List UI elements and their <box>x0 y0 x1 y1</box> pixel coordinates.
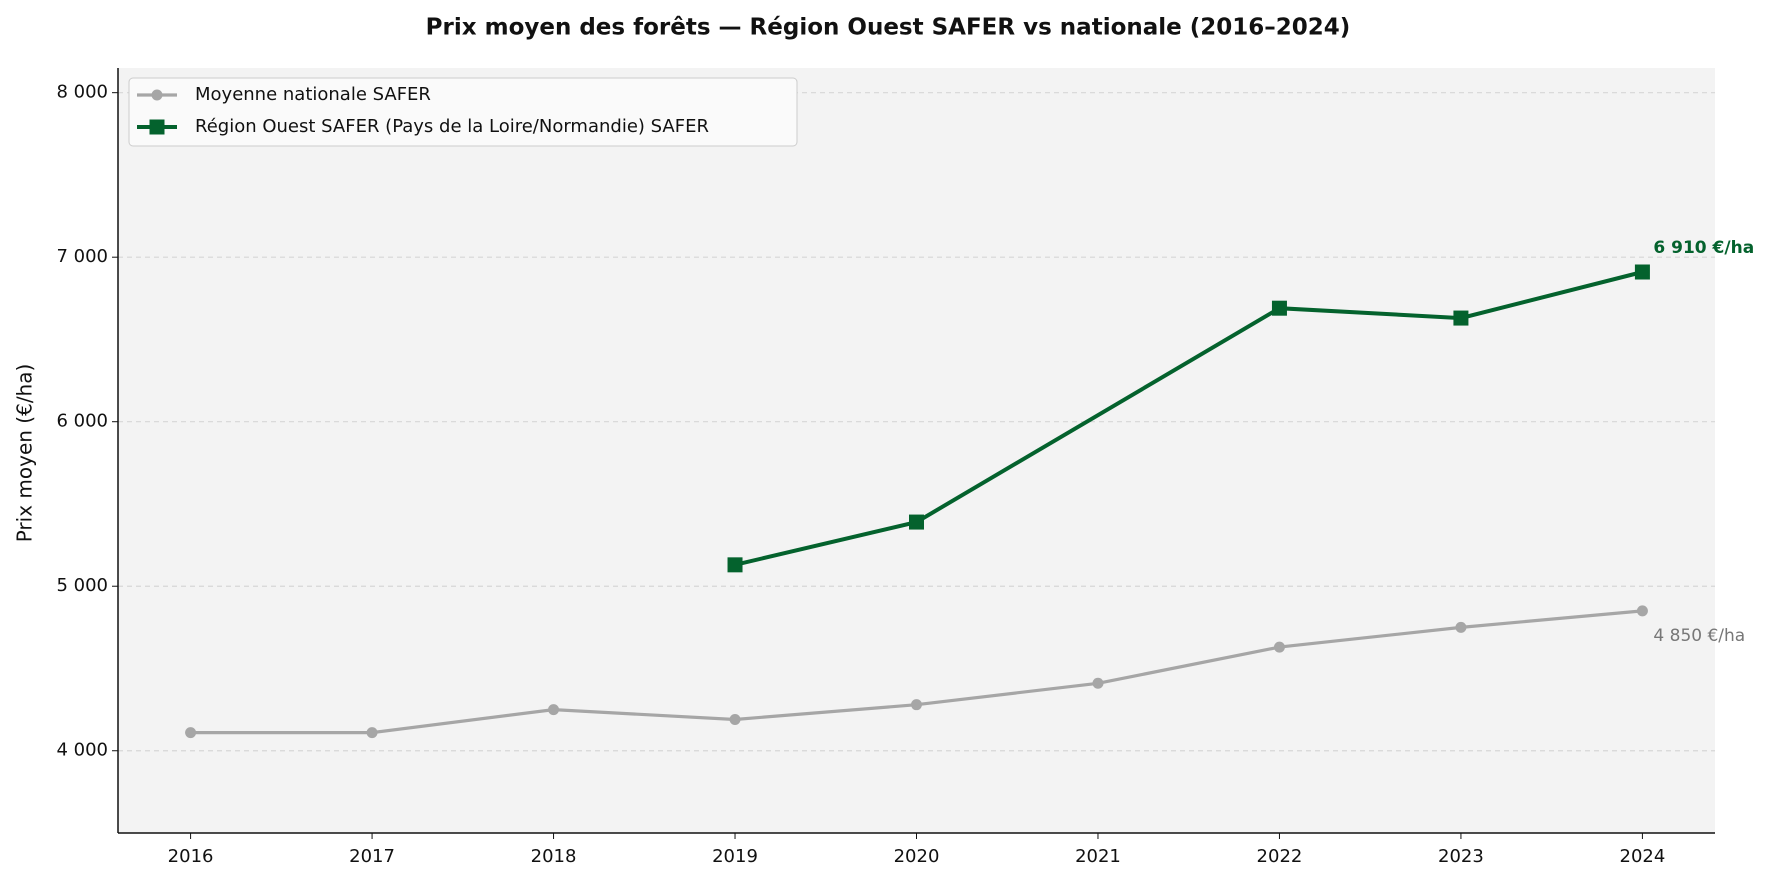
marker <box>149 119 165 135</box>
value-label: 6 910 €/ha <box>1653 238 1754 258</box>
marker <box>1092 677 1104 689</box>
marker <box>1636 605 1648 617</box>
legend-box <box>128 77 798 147</box>
x-tick-label: 2023 <box>1438 846 1484 867</box>
marker <box>727 557 743 573</box>
marker <box>1455 621 1467 633</box>
y-tick-label: 8 000 <box>56 82 108 103</box>
x-tick-label: 2021 <box>1075 846 1121 867</box>
y-tick-label: 5 000 <box>56 575 108 596</box>
marker <box>909 514 924 530</box>
x-tick-label: 2020 <box>894 846 940 867</box>
marker <box>1273 641 1285 653</box>
marker <box>911 699 922 711</box>
marker <box>1453 310 1469 326</box>
y-tick-label: 7 000 <box>56 246 108 267</box>
value-label: 4 850 €/ha <box>1653 626 1745 646</box>
x-tick-label: 2024 <box>1620 846 1666 867</box>
marker <box>548 704 560 716</box>
x-tick-label: 2017 <box>349 846 395 867</box>
y-axis-label: Prix moyen (€/ha) <box>13 364 37 543</box>
legend: Moyenne nationale SAFER Région Ouest SAFE… <box>128 77 798 147</box>
x-tick-label: 2019 <box>712 846 758 867</box>
marker <box>1271 300 1287 316</box>
legend-label: Région Ouest SAFER (Pays de la Loire/Nor… <box>195 116 709 137</box>
marker <box>729 713 741 725</box>
x-tick-label: 2016 <box>168 846 214 867</box>
x-tick-label: 2018 <box>531 846 577 867</box>
y-tick-label: 4 000 <box>56 740 108 761</box>
chart-title: Prix moyen des forêts — Région Ouest SAF… <box>426 15 1351 41</box>
marker <box>185 727 197 739</box>
marker <box>1634 264 1650 280</box>
y-tick-label: 6 000 <box>56 411 108 432</box>
x-tick-label: 2022 <box>1257 846 1303 867</box>
marker <box>366 727 378 739</box>
legend-label: Moyenne nationale SAFER <box>195 84 431 105</box>
plot-area <box>118 68 1715 833</box>
marker <box>151 89 163 101</box>
